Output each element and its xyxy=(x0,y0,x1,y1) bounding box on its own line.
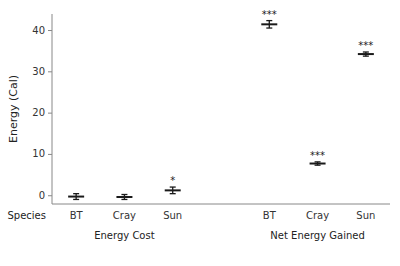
y-tick-label: 30 xyxy=(32,66,45,77)
error-cap xyxy=(315,161,321,162)
significance-label: *** xyxy=(262,9,277,20)
mean-marker xyxy=(116,196,132,198)
error-cap xyxy=(121,199,127,200)
y-tick xyxy=(48,113,52,114)
y-tick-label: 0 xyxy=(39,190,45,201)
mean-marker xyxy=(68,196,84,198)
x-tick-label: BT xyxy=(263,210,277,221)
error-cap xyxy=(315,165,321,166)
y-tick-label: 40 xyxy=(32,25,45,36)
x-tick-label: Sun xyxy=(163,210,182,221)
error-cap xyxy=(121,194,127,195)
y-tick xyxy=(48,71,52,72)
x-axis-line xyxy=(52,204,390,205)
mean-marker xyxy=(165,189,181,191)
y-axis-label: Energy (Cal) xyxy=(7,75,20,143)
error-cap xyxy=(73,193,79,194)
mean-marker xyxy=(310,163,326,165)
chart: 0 10 20 30 40 Energy (Cal) BT Cray Sun BT Cray Sun S… xyxy=(0,0,400,266)
error-cap xyxy=(170,186,176,187)
y-tick-label: 20 xyxy=(32,107,45,118)
y-tick-label: 10 xyxy=(32,148,45,159)
error-cap xyxy=(266,20,272,21)
x-tick-label: BT xyxy=(70,210,84,221)
error-cap xyxy=(73,199,79,200)
mean-marker xyxy=(358,53,374,55)
x-axis-label: Species xyxy=(8,210,47,221)
group-label: Energy Cost xyxy=(94,230,154,241)
y-tick xyxy=(48,30,52,31)
y-tick xyxy=(48,154,52,155)
group-label: Net Energy Gained xyxy=(270,230,364,241)
error-cap xyxy=(363,51,369,52)
error-cap xyxy=(266,27,272,28)
x-tick-label: Sun xyxy=(356,210,375,221)
significance-label: * xyxy=(170,175,175,186)
error-cap xyxy=(363,55,369,56)
error-cap xyxy=(170,193,176,194)
significance-label: *** xyxy=(310,150,325,161)
significance-label: *** xyxy=(358,40,373,51)
mean-marker xyxy=(261,23,277,25)
y-tick xyxy=(48,195,52,196)
x-tick-label: Cray xyxy=(113,210,136,221)
x-tick-label: Cray xyxy=(306,210,329,221)
marks xyxy=(68,21,374,200)
chart-container: 0 10 20 30 40 Energy (Cal) BT Cray Sun BT Cray Sun S… xyxy=(0,0,400,266)
y-axis-line xyxy=(52,14,53,204)
